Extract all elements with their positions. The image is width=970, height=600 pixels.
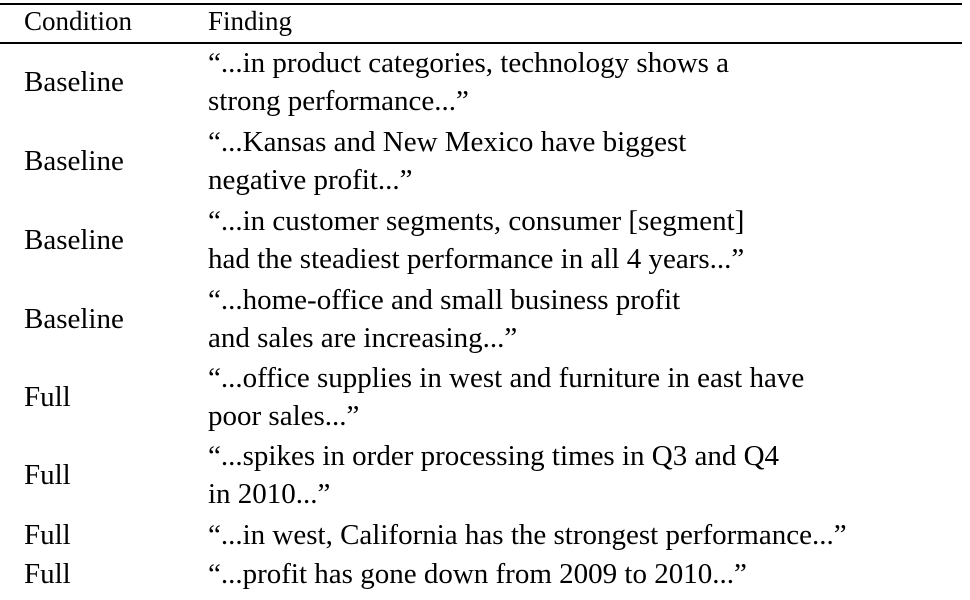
row-8-finding-line-1: “...profit has gone down from 2009 to 20…: [208, 558, 747, 590]
row-2-condition: Baseline: [24, 145, 124, 177]
row-6-finding-line-1: “...spikes in order processing times in …: [208, 440, 780, 472]
row-1-finding-line-1: “...in product categories, technology sh…: [208, 47, 730, 79]
row-6-finding-line-2: in 2010...”: [208, 478, 331, 510]
row-4-finding-line-2: and sales are increasing...”: [208, 322, 518, 354]
table-top-rule: [0, 3, 962, 5]
row-5-finding-line-1: “...office supplies in west and furnitur…: [208, 362, 805, 394]
row-5-finding-line-2: poor sales...”: [208, 400, 360, 432]
row-3-condition: Baseline: [24, 224, 124, 256]
row-7-condition: Full: [24, 519, 71, 551]
row-2-finding-line-1: “...Kansas and New Mexico have biggest: [208, 126, 687, 158]
header-condition: Condition: [24, 6, 133, 36]
row-2-finding-line-2: negative profit...”: [208, 164, 413, 196]
row-5-condition: Full: [24, 381, 71, 413]
row-4-finding-line-1: “...home-office and small business profi…: [208, 284, 681, 316]
row-6-condition: Full: [24, 459, 71, 491]
row-7-finding-line-1: “...in west, California has the stronges…: [208, 519, 847, 551]
row-1-condition: Baseline: [24, 66, 124, 98]
row-8-condition: Full: [24, 558, 71, 590]
header-finding: Finding: [208, 6, 293, 36]
row-1-finding-line-2: strong performance...”: [208, 85, 469, 117]
table-header-rule: [0, 42, 962, 44]
row-3-finding-line-1: “...in customer segments, consumer [segm…: [208, 205, 745, 237]
row-4-condition: Baseline: [24, 303, 124, 335]
row-3-finding-line-2: had the steadiest performance in all 4 y…: [208, 243, 745, 275]
